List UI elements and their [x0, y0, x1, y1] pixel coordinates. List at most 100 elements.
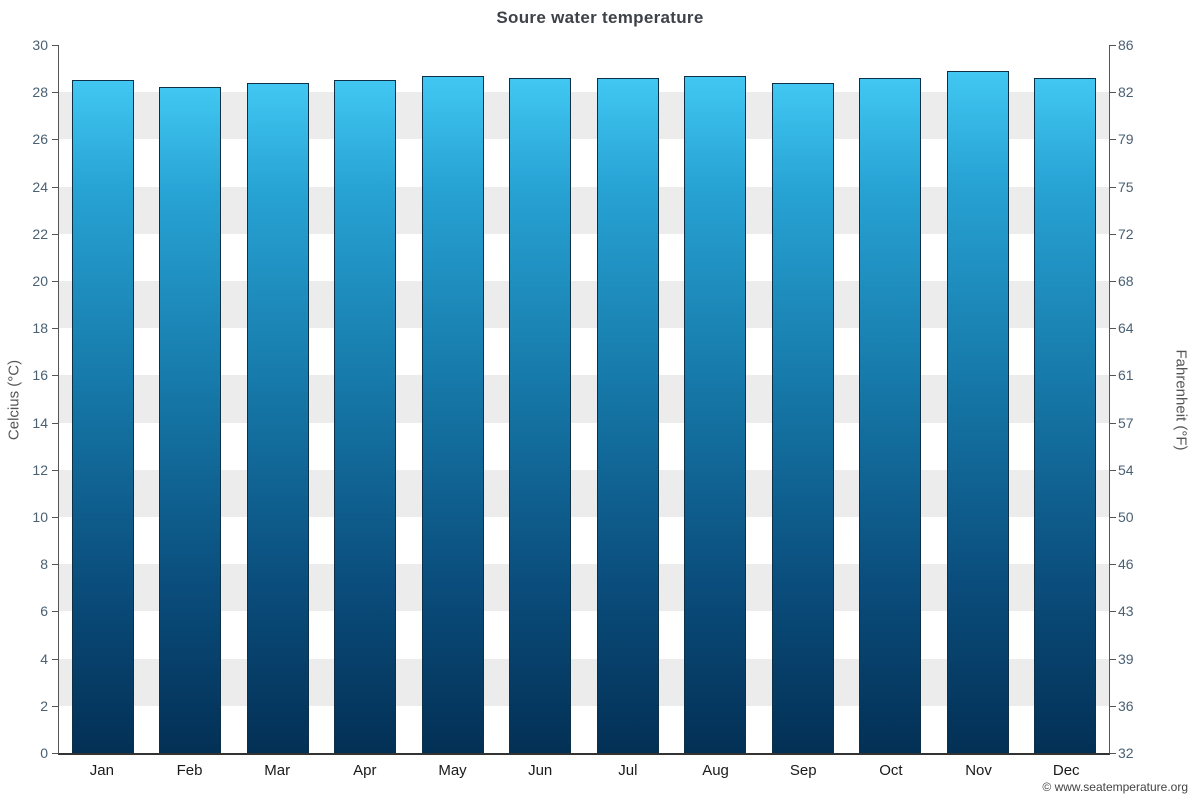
bar-aug — [684, 75, 747, 753]
fahrenheit-tick-label: 54 — [1118, 461, 1134, 478]
tick-mark — [1110, 469, 1116, 471]
bars-container — [59, 45, 1109, 753]
grid-band — [59, 658, 1109, 706]
month-label-jul: Jul — [618, 762, 638, 779]
bar-oct — [859, 78, 922, 753]
tick-mark — [1110, 375, 1116, 377]
tick-mark — [52, 517, 58, 518]
grid-band — [59, 611, 1109, 659]
bar-apr — [334, 80, 397, 753]
month-label-dec: Dec — [1052, 762, 1080, 779]
fahrenheit-tick-label: 82 — [1118, 84, 1134, 101]
fahrenheit-tick-label: 72 — [1118, 225, 1134, 242]
celsius-tick-label: 8 — [40, 556, 48, 573]
celsius-tick-label: 4 — [40, 650, 48, 667]
bar-slot — [497, 45, 585, 753]
fahrenheit-tick-label: 46 — [1118, 556, 1134, 573]
month-label-sep: Sep — [789, 762, 817, 779]
month-label-may: May — [438, 762, 467, 779]
grid-band — [59, 469, 1109, 517]
month-label-mar: Mar — [264, 762, 291, 779]
fahrenheit-tick-label: 36 — [1118, 697, 1134, 714]
bar-mar — [246, 82, 309, 753]
bar-slot — [759, 45, 847, 753]
bar-slot — [672, 45, 760, 753]
tick-mark — [52, 705, 58, 707]
tick-mark — [52, 92, 58, 94]
tick-mark — [52, 469, 58, 471]
month-axis: Jan Feb Mar Apr May Jun Jul Aug Sep Oct Nov Dec — [58, 762, 1110, 779]
tick-mark — [1110, 517, 1116, 518]
y-axis-label-fahrenheit: Fahrenheit (°F) — [1172, 349, 1190, 451]
fahrenheit-tick-label: 50 — [1118, 509, 1134, 525]
month-label-jan: Jan — [89, 762, 114, 779]
fahrenheit-tick-label: 61 — [1118, 367, 1134, 384]
celsius-tick-label: 22 — [32, 225, 48, 242]
month-label-oct: Oct — [879, 762, 903, 779]
tick-mark — [52, 139, 58, 141]
tick-mark — [1110, 139, 1116, 141]
celsius-tick-label: 0 — [40, 745, 48, 761]
tick-mark — [1110, 186, 1116, 188]
grid-band — [59, 45, 1109, 93]
fahrenheit-tick-label: 86 — [1118, 37, 1134, 53]
fahrenheit-tick-label: 39 — [1118, 650, 1134, 667]
bar-may — [421, 75, 484, 753]
tick-mark — [52, 422, 58, 424]
tick-mark — [1110, 658, 1116, 660]
grid-band — [59, 92, 1109, 140]
tick-mark — [1110, 45, 1116, 46]
month-label-apr: Apr — [353, 762, 377, 779]
fahrenheit-tick-label: 32 — [1118, 745, 1134, 761]
grid-band — [59, 328, 1109, 376]
bar-feb — [159, 87, 222, 753]
fahrenheit-tick-label: 79 — [1118, 131, 1134, 148]
bar-jun — [509, 78, 572, 753]
tick-mark — [52, 564, 58, 566]
bar-slot — [234, 45, 322, 753]
plot-area — [52, 45, 1116, 755]
tick-mark — [52, 281, 58, 282]
month-label-jun: Jun — [528, 762, 553, 779]
grid-band — [59, 139, 1109, 187]
tick-mark — [1110, 281, 1116, 282]
bar-slot — [409, 45, 497, 753]
grid-band — [59, 233, 1109, 281]
tick-mark — [1110, 328, 1116, 330]
celsius-tick-label: 16 — [32, 367, 48, 384]
celsius-tick-label: 20 — [32, 273, 48, 289]
bar-slot — [847, 45, 935, 753]
tick-mark — [1110, 422, 1116, 424]
bar-slot — [1022, 45, 1110, 753]
month-label-feb: Feb — [176, 762, 203, 779]
tick-mark — [52, 45, 58, 46]
copyright-footer: © www.seatemperature.org — [1042, 780, 1188, 794]
bar-nov — [946, 70, 1009, 753]
grid-band — [59, 517, 1109, 565]
fahrenheit-tick-label: 57 — [1118, 414, 1134, 431]
celsius-tick-label: 26 — [32, 131, 48, 148]
grid-band — [59, 186, 1109, 234]
celsius-tick-label: 28 — [32, 84, 48, 101]
celsius-tick-label: 6 — [40, 603, 48, 620]
bar-slot — [147, 45, 235, 753]
bar-sep — [771, 82, 834, 753]
fahrenheit-tick-label: 75 — [1118, 178, 1134, 195]
celsius-tick-label: 12 — [32, 461, 48, 478]
tick-mark — [1110, 92, 1116, 94]
bar-jul — [596, 78, 659, 753]
fahrenheit-tick-label: 68 — [1118, 273, 1134, 289]
tick-mark — [52, 328, 58, 330]
tick-mark — [1110, 705, 1116, 707]
fahrenheit-tick-labels: 32 36 39 43 46 50 54 57 61 64 68 72 75 79 82 86 — [1118, 37, 1164, 761]
bar-slot — [934, 45, 1022, 753]
celsius-tick-label: 14 — [32, 414, 48, 431]
celsius-tick-label: 30 — [32, 37, 48, 53]
month-label-aug: Aug — [702, 762, 729, 779]
celsius-tick-label: 18 — [32, 320, 48, 337]
tick-mark — [1110, 753, 1116, 754]
grid-band — [59, 375, 1109, 423]
bar-jan — [71, 80, 134, 753]
grid-band — [59, 422, 1109, 470]
tick-mark — [52, 611, 58, 613]
